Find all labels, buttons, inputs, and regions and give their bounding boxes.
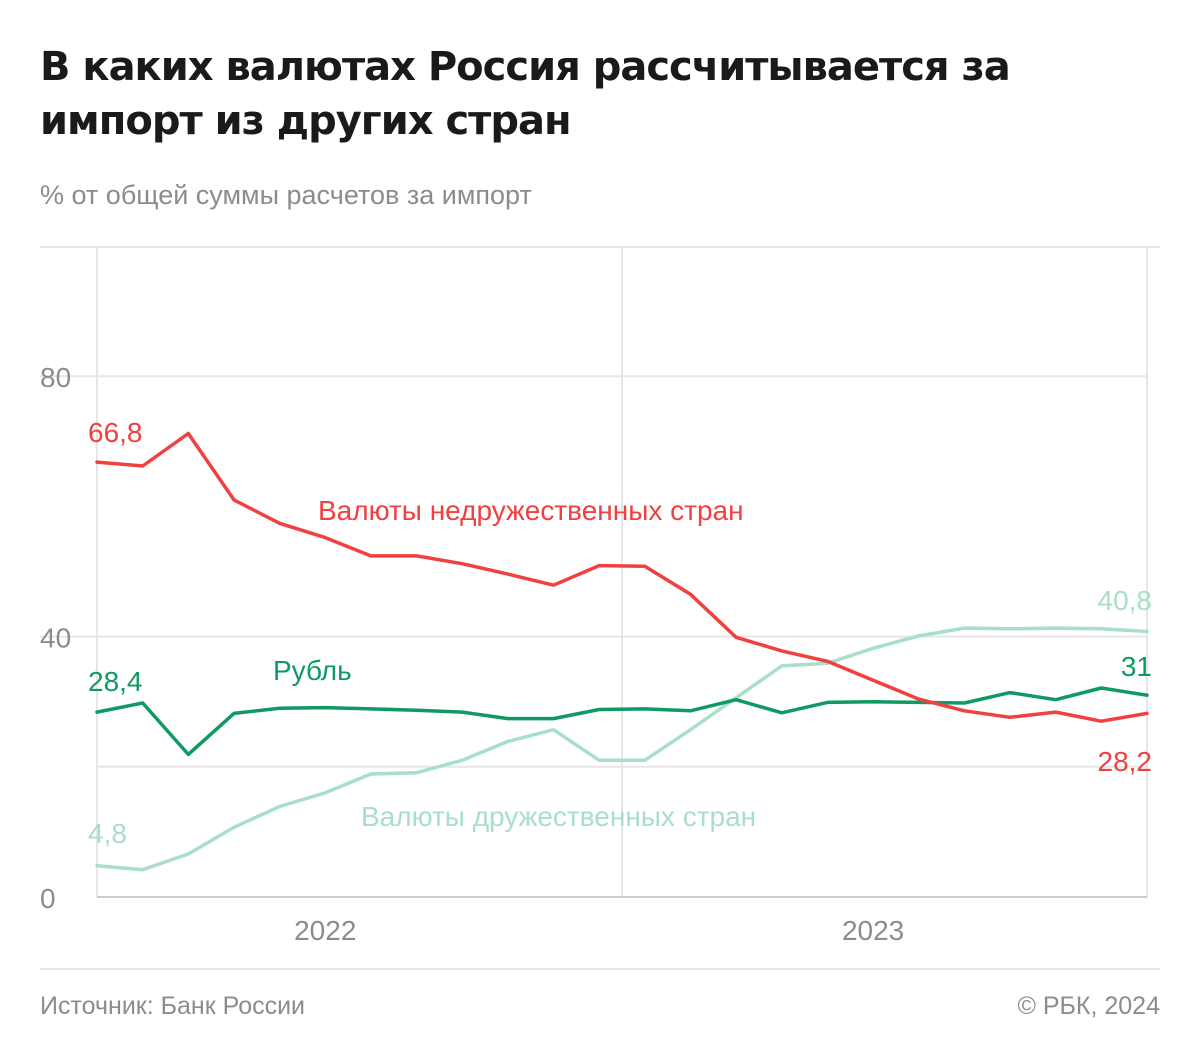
series-end-value-1: 31 <box>1121 651 1152 682</box>
chart-title: В каких валютах Россия рассчитывается за… <box>40 44 1011 144</box>
series-line-0 <box>95 431 1149 723</box>
y-tick-label: 40 <box>40 623 71 654</box>
series-start-value-1: 28,4 <box>88 666 143 697</box>
series-start-value-0: 66,8 <box>88 417 143 448</box>
copyright-note: © РБК, 2024 <box>1017 992 1160 1020</box>
series-name-label-0: Валюты недружественных стран <box>318 495 744 526</box>
series-name-label-2: Валюты дружественных стран <box>361 801 756 832</box>
series-end-value-0: 28,2 <box>1098 746 1153 777</box>
source-note: Источник: Банк России <box>40 992 306 1020</box>
chart-subtitle: % от общей суммы расчетов за импорт <box>40 180 532 210</box>
series-end-value-2: 40,8 <box>1098 585 1153 616</box>
series-line-2 <box>95 626 1149 872</box>
x-tick-label: 2023 <box>842 915 904 946</box>
series-name-label-1: Рубль <box>273 655 352 686</box>
series-line-1 <box>95 686 1149 757</box>
x-tick-label: 2022 <box>294 915 356 946</box>
y-tick-label: 0 <box>40 883 56 914</box>
bottom-divider <box>40 968 1160 970</box>
top-divider <box>40 246 1160 248</box>
series-start-value-2: 4,8 <box>88 818 127 849</box>
y-tick-label: 80 <box>40 362 71 393</box>
